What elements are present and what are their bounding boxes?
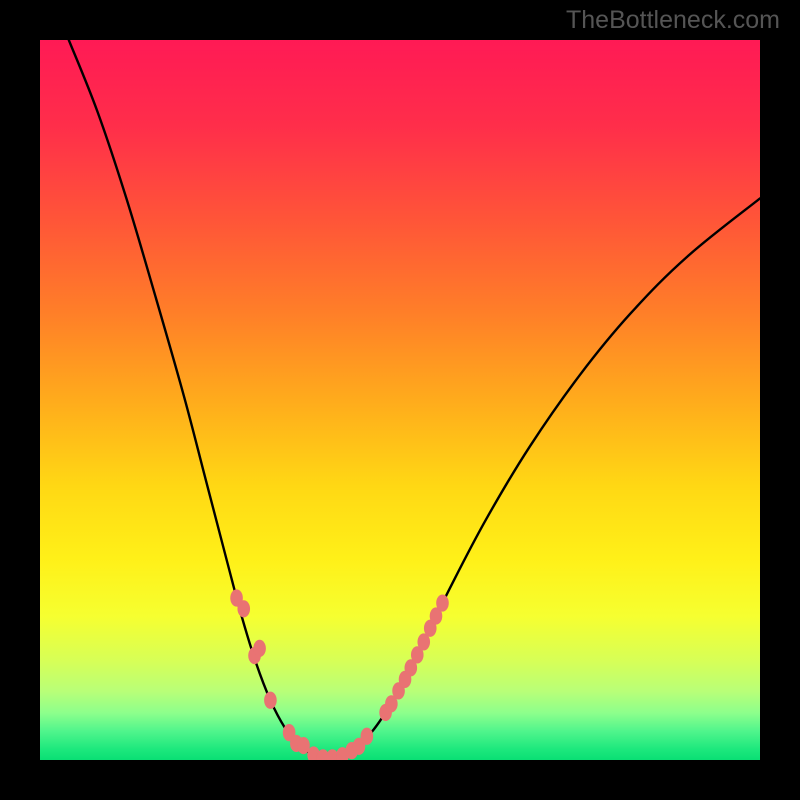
bottleneck-chart (40, 40, 760, 760)
watermark-text: TheBottleneck.com (566, 6, 780, 35)
curve-marker (436, 594, 449, 611)
gradient-background (40, 40, 760, 760)
curve-marker (253, 640, 266, 657)
curve-marker (237, 600, 250, 617)
curve-marker (264, 692, 277, 709)
curve-marker (361, 728, 374, 745)
chart-container: { "canvas": { "width": 800, "height": 80… (0, 0, 800, 800)
